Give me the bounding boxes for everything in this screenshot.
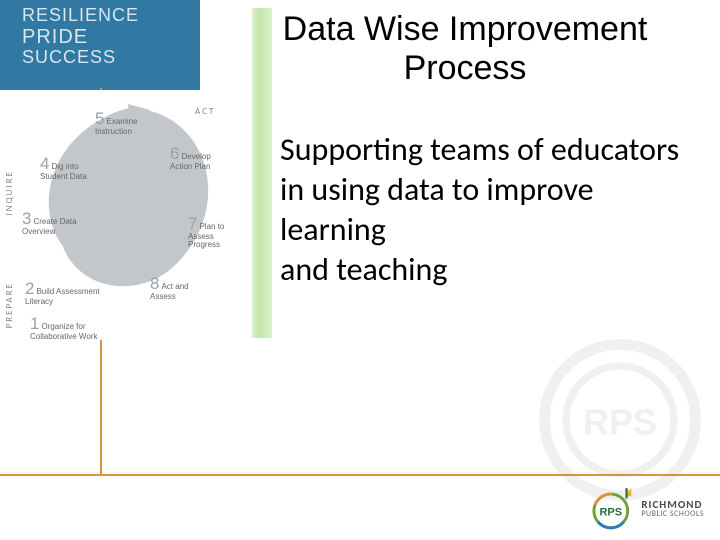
- step-2: 2Build AssessmentLiteracy: [25, 280, 100, 306]
- slide: RESILIENCE PRIDE SUCCESS PREPARE INQUIRE…: [0, 0, 720, 540]
- blue-values-panel: RESILIENCE PRIDE SUCCESS: [0, 0, 200, 90]
- svg-text:RPS: RPS: [600, 506, 623, 518]
- slide-title: Data Wise Improvement Process: [230, 10, 700, 88]
- value-pride: PRIDE: [0, 26, 200, 48]
- phase-act: ACT: [195, 106, 215, 117]
- phase-inquire: INQUIRE: [4, 170, 15, 215]
- step-7: 7Plan to AssessProgress: [188, 215, 250, 250]
- step-8: 8Act andAssess: [150, 275, 189, 301]
- step-6: 6DevelopAction Plan: [170, 145, 211, 171]
- connector-bottom: [100, 340, 102, 475]
- value-resilience: RESILIENCE: [0, 0, 200, 26]
- rps-watermark-icon: RPS: [530, 330, 710, 510]
- phase-prepare: PREPARE: [4, 282, 15, 328]
- rps-logo-text: RICHMONDPUBLIC SCHOOLS: [641, 499, 704, 518]
- rps-logo-icon: RPS: [591, 486, 635, 530]
- step-3: 3Create DataOverview: [22, 210, 77, 236]
- value-success: SUCCESS: [0, 48, 200, 68]
- step-4: 4Dig intoStudent Data: [40, 155, 87, 181]
- step-5: 5ExamineInstruction: [95, 110, 138, 136]
- svg-text:RPS: RPS: [583, 401, 657, 442]
- step-1: 1Organize forCollaborative Work: [30, 315, 97, 341]
- slide-body: Supporting teams of educators in using d…: [280, 130, 690, 290]
- datawise-cycle-diagram: PREPARE INQUIRE ACT 1Organize forCollabo…: [0, 90, 250, 340]
- rps-logo: RPS RICHMONDPUBLIC SCHOOLS: [591, 486, 704, 530]
